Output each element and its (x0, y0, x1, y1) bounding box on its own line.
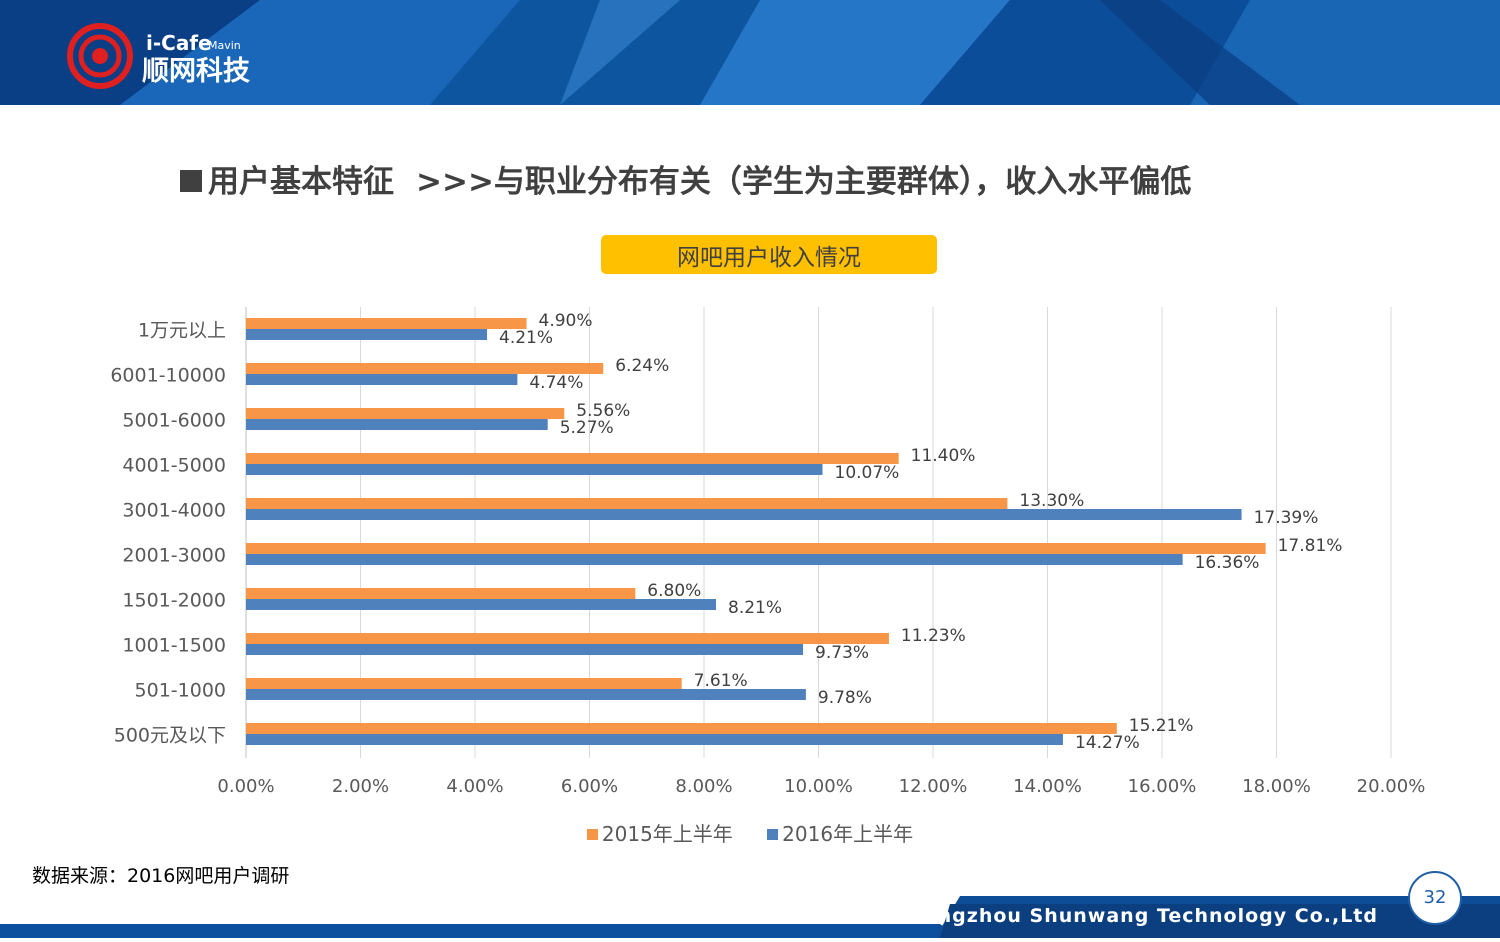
data-label-2016: 16.36% (1195, 553, 1260, 573)
bar-2016 (246, 599, 717, 610)
chart-title-badge: 网吧用户收入情况 (601, 235, 937, 274)
x-tick-label: 2.00% (332, 776, 389, 797)
data-label-2016: 10.07% (835, 463, 900, 483)
category-label: 4001-5000 (122, 455, 226, 477)
x-tick-label: 10.00% (784, 776, 853, 797)
data-label-2016: 9.78% (818, 688, 872, 708)
data-label-2016: 14.27% (1075, 733, 1140, 753)
data-label-2016: 17.39% (1254, 508, 1319, 528)
bar-2016 (246, 374, 518, 385)
legend-label-2016: 2016年上半年 (782, 822, 914, 846)
bar-2015 (246, 588, 636, 599)
category-label: 5001-6000 (122, 410, 226, 432)
bar-2015 (246, 678, 682, 689)
label-layer: 0.00% 2.00% 4.00% 6.00% 8.00% 10.00% 12.00% 14.… (110, 311, 1425, 797)
data-label-2015: 11.23% (901, 626, 966, 646)
logo-target-icon: i-Cafe Mavin 顺网科技 (67, 23, 250, 89)
company-logo: i-Cafe Mavin 顺网科技 (62, 12, 292, 92)
category-label: 500元及以下 (114, 725, 226, 747)
x-tick-label: 18.00% (1242, 776, 1311, 797)
category-label: 2001-3000 (122, 545, 226, 567)
legend-label-2015: 2015年上半年 (601, 822, 733, 846)
data-label-2015: 5.56% (576, 401, 630, 421)
title-square-icon (180, 169, 202, 192)
bar-2016 (246, 329, 488, 340)
x-tick-label: 4.00% (446, 776, 503, 797)
data-label-2015: 6.24% (615, 356, 669, 376)
bar-2015 (246, 633, 889, 644)
bar-2015 (246, 723, 1117, 734)
data-label-2015: 11.40% (911, 446, 976, 466)
data-label-2016: 9.73% (815, 643, 869, 663)
category-label: 501-1000 (135, 680, 226, 702)
bar-2015 (246, 543, 1266, 554)
x-tick-label: 6.00% (561, 776, 618, 797)
category-label: 6001-10000 (110, 365, 226, 387)
footer-company-name: Hangzhou Shunwang Technology Co.,Ltd (906, 905, 1378, 927)
legend-item-2015: 2015年上半年 (586, 818, 733, 847)
bar-2016 (246, 419, 548, 430)
bar-2016 (246, 509, 1242, 520)
category-label: 1万元以上 (138, 320, 226, 342)
bar-2015 (246, 498, 1008, 509)
header-background (0, 0, 1500, 105)
bar-2016 (246, 734, 1063, 745)
legend-swatch-2016 (767, 829, 779, 840)
svg-text:i-Cafe: i-Cafe (146, 31, 212, 55)
bar-2016 (246, 464, 823, 475)
svg-text:Mavin: Mavin (208, 39, 241, 52)
category-label: 1501-2000 (122, 590, 226, 612)
bar-layer (246, 318, 1266, 745)
data-label-2015: 4.90% (539, 311, 593, 331)
data-source-note: 数据来源：2016网吧用户调研 (32, 865, 290, 887)
data-label-2016: 4.21% (499, 328, 553, 348)
footer-bar (0, 890, 1500, 938)
data-label-2016: 5.27% (560, 418, 614, 438)
data-label-2015: 15.21% (1129, 716, 1194, 736)
slide-title: 用户基本特征 >>>与职业分布有关（学生为主要群体），收入水平偏低 (180, 158, 1191, 206)
title-main: 用户基本特征 (208, 164, 394, 200)
legend-swatch-2015 (586, 829, 598, 840)
x-tick-label: 14.00% (1013, 776, 1082, 797)
x-tick-label: 0.00% (217, 776, 274, 797)
bar-2016 (246, 689, 806, 700)
svg-text:顺网科技: 顺网科技 (142, 56, 250, 87)
bar-2016 (246, 644, 804, 655)
bar-2016 (246, 554, 1183, 565)
bar-2015 (246, 453, 899, 464)
bar-2015 (246, 408, 565, 419)
x-tick-label: 8.00% (675, 776, 732, 797)
data-label-2015: 7.61% (694, 671, 748, 691)
footer-background (0, 896, 1500, 938)
data-label-2016: 4.74% (529, 373, 583, 393)
header-banner: i-Cafe Mavin 顺网科技 (0, 0, 1500, 105)
legend-item-2016: 2016年上半年 (767, 818, 913, 847)
chart-legend: 2015年上半年 2016年上半年 (0, 818, 1500, 847)
data-label-2015: 17.81% (1278, 536, 1343, 556)
bar-2015 (246, 318, 527, 329)
data-label-2015: 13.30% (1019, 491, 1084, 511)
x-tick-label: 16.00% (1128, 776, 1197, 797)
category-label: 3001-4000 (122, 500, 226, 522)
title-subtitle: >>>与职业分布有关（学生为主要群体），收入水平偏低 (416, 164, 1192, 200)
page-number: 32 (1408, 871, 1462, 925)
x-tick-label: 12.00% (899, 776, 968, 797)
x-tick-label: 20.00% (1357, 776, 1426, 797)
data-label-2015: 6.80% (647, 581, 701, 601)
category-label: 1001-1500 (122, 635, 226, 657)
bar-2015 (246, 363, 604, 374)
data-label-2016: 8.21% (728, 598, 782, 618)
